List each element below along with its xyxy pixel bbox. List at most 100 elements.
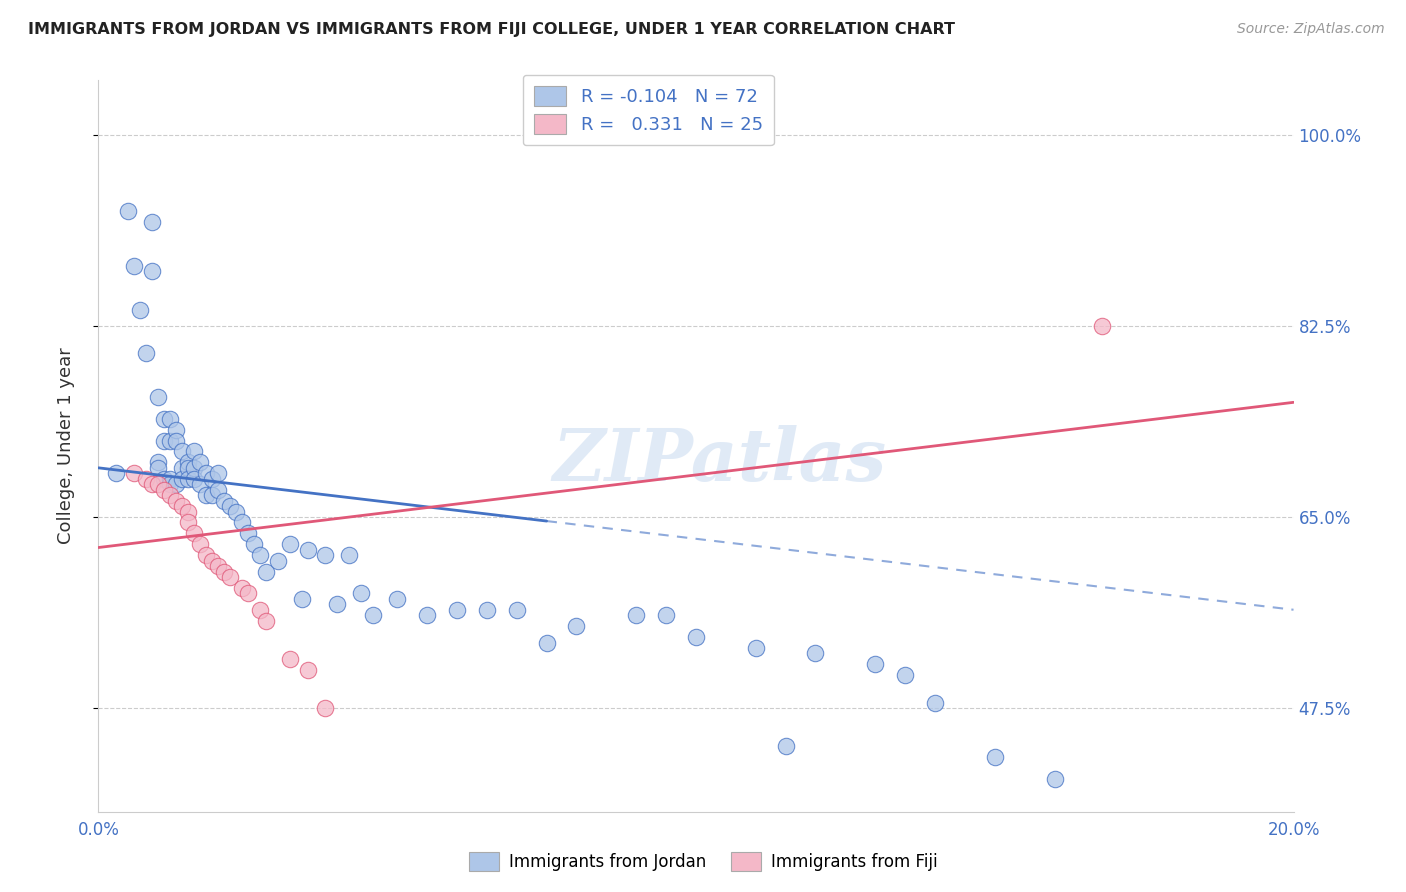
- Point: [172, 472, 194, 486]
- Point: [141, 477, 163, 491]
- Point: [350, 586, 373, 600]
- Legend: Immigrants from Jordan, Immigrants from Fiji: Immigrants from Jordan, Immigrants from …: [460, 843, 946, 880]
- Point: [236, 586, 259, 600]
- Point: [207, 559, 229, 574]
- Point: [183, 526, 205, 541]
- Point: [267, 554, 290, 568]
- Y-axis label: College, Under 1 year: College, Under 1 year: [56, 348, 75, 544]
- Point: [231, 581, 253, 595]
- Point: [536, 635, 558, 649]
- Point: [212, 565, 235, 579]
- Point: [153, 483, 176, 497]
- Point: [153, 434, 176, 448]
- Point: [183, 460, 205, 475]
- Point: [626, 608, 648, 623]
- Text: ZIPatlas: ZIPatlas: [553, 425, 887, 496]
- Point: [124, 259, 146, 273]
- Point: [141, 215, 163, 229]
- Point: [1091, 318, 1114, 333]
- Point: [141, 264, 163, 278]
- Point: [655, 608, 678, 623]
- Point: [207, 483, 229, 497]
- Point: [207, 467, 229, 481]
- Point: [1043, 772, 1066, 786]
- Point: [172, 499, 194, 513]
- Text: IMMIGRANTS FROM JORDAN VS IMMIGRANTS FROM FIJI COLLEGE, UNDER 1 YEAR CORRELATION: IMMIGRANTS FROM JORDAN VS IMMIGRANTS FRO…: [28, 22, 955, 37]
- Point: [159, 477, 181, 491]
- Point: [475, 603, 498, 617]
- Point: [315, 701, 337, 715]
- Point: [249, 603, 271, 617]
- Point: [135, 346, 157, 360]
- Point: [165, 477, 187, 491]
- Point: [254, 614, 277, 628]
- Point: [188, 477, 211, 491]
- Point: [506, 603, 529, 617]
- Point: [159, 411, 181, 425]
- Point: [153, 411, 176, 425]
- Point: [165, 493, 187, 508]
- Point: [225, 504, 247, 518]
- Point: [416, 608, 439, 623]
- Point: [172, 444, 194, 458]
- Point: [446, 603, 468, 617]
- Point: [135, 472, 157, 486]
- Point: [183, 472, 205, 486]
- Point: [195, 488, 218, 502]
- Point: [924, 696, 946, 710]
- Point: [278, 652, 301, 666]
- Point: [326, 597, 349, 611]
- Point: [201, 488, 224, 502]
- Point: [804, 647, 827, 661]
- Point: [177, 504, 200, 518]
- Point: [363, 608, 385, 623]
- Point: [385, 591, 409, 606]
- Point: [565, 619, 588, 633]
- Point: [124, 467, 146, 481]
- Point: [297, 542, 319, 557]
- Point: [195, 548, 218, 562]
- Point: [254, 565, 277, 579]
- Point: [201, 554, 224, 568]
- Point: [129, 302, 152, 317]
- Legend: R = -0.104   N = 72, R =   0.331   N = 25: R = -0.104 N = 72, R = 0.331 N = 25: [523, 75, 773, 145]
- Point: [148, 390, 170, 404]
- Point: [745, 640, 768, 655]
- Point: [297, 663, 319, 677]
- Point: [159, 488, 181, 502]
- Point: [177, 460, 200, 475]
- Point: [177, 472, 200, 486]
- Point: [219, 499, 242, 513]
- Point: [219, 570, 242, 584]
- Point: [243, 537, 266, 551]
- Point: [984, 750, 1007, 764]
- Point: [105, 467, 128, 481]
- Point: [188, 455, 211, 469]
- Point: [117, 204, 139, 219]
- Point: [195, 467, 218, 481]
- Point: [159, 434, 181, 448]
- Point: [177, 516, 200, 530]
- Point: [236, 526, 259, 541]
- Point: [148, 455, 170, 469]
- Point: [188, 537, 211, 551]
- Point: [172, 460, 194, 475]
- Point: [177, 455, 200, 469]
- Text: Source: ZipAtlas.com: Source: ZipAtlas.com: [1237, 22, 1385, 37]
- Point: [865, 657, 887, 672]
- Point: [315, 548, 337, 562]
- Point: [231, 516, 253, 530]
- Point: [685, 630, 707, 644]
- Point: [212, 493, 235, 508]
- Point: [183, 444, 205, 458]
- Point: [148, 460, 170, 475]
- Point: [148, 477, 170, 491]
- Point: [159, 472, 181, 486]
- Point: [165, 423, 187, 437]
- Point: [201, 472, 224, 486]
- Point: [894, 668, 917, 682]
- Point: [153, 472, 176, 486]
- Point: [278, 537, 301, 551]
- Point: [775, 739, 797, 754]
- Point: [165, 434, 187, 448]
